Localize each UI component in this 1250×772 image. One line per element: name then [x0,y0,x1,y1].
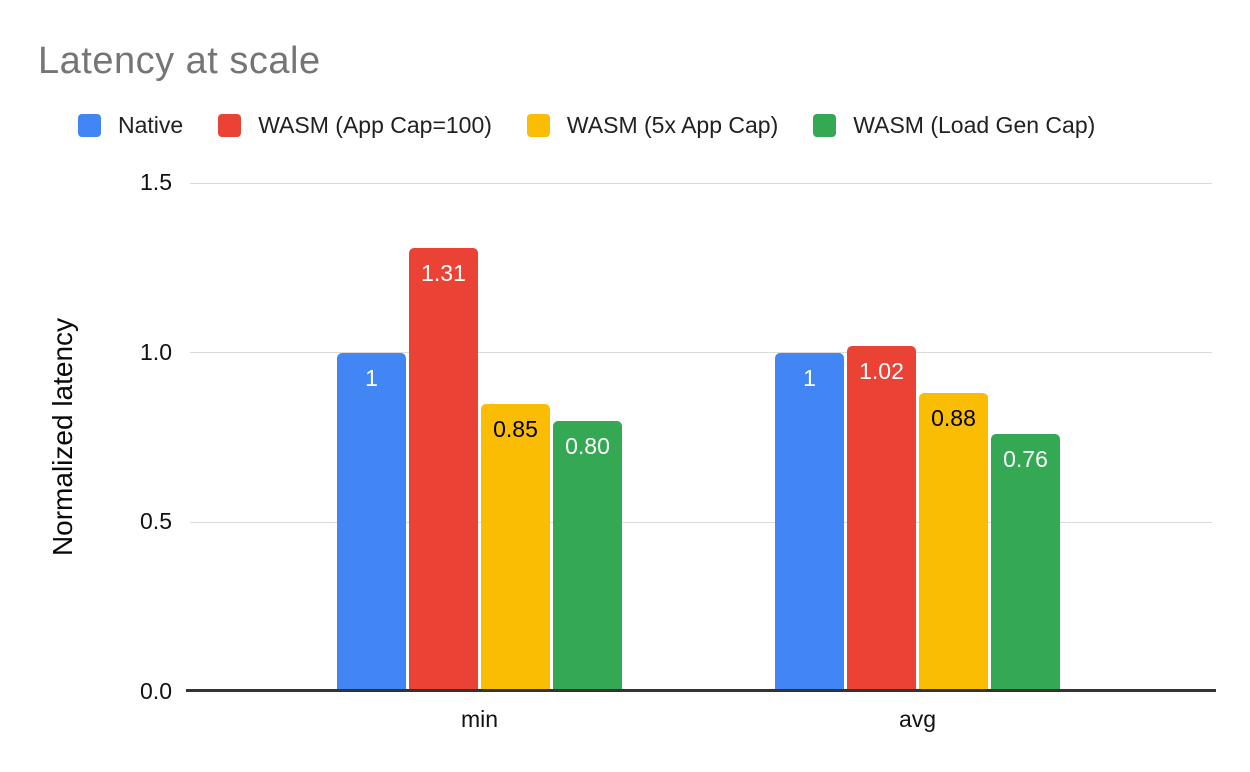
x-axis-line [186,689,1216,692]
legend-item-wasm-5x-app-cap: WASM (5x App Cap) [526,112,779,139]
bar-group-avg: 1 1.02 0.88 0.76 [775,345,1060,692]
bar-value-label-native-avg: 1 [803,364,816,391]
bar-native-min: 1 [337,352,406,692]
bar-value-label-wasm-app-cap-100-min: 1.31 [421,259,466,286]
y-tick-label-0.0: 0.0 [140,678,172,704]
legend-item-native: Native [78,112,183,139]
legend-label-wasm-app-cap-100: WASM (App Cap=100) [258,112,492,138]
legend-label-wasm-5x-app-cap: WASM (5x App Cap) [566,112,779,138]
legend-label-wasm-load-gen-cap: WASM (Load Gen Cap) [853,112,1096,138]
bar-value-label-wasm-load-gen-cap-min: 0.80 [565,432,610,459]
bar-value-label-wasm-5x-app-cap-avg: 0.88 [931,405,976,432]
legend-swatch-wasm-app-cap-100 [218,114,242,137]
legend-swatch-wasm-5x-app-cap [526,114,550,137]
bar-value-label-wasm-load-gen-cap-avg: 0.76 [1003,446,1048,473]
x-category-label-avg: avg [898,706,937,732]
bar-wasm-load-gen-cap-avg: 0.76 [991,434,1060,692]
gridline-1.5 [190,182,1212,184]
chart-title: Latency at scale [38,40,321,82]
y-tick-label-1.0: 1.0 [140,338,172,365]
legend-label-native: Native [118,112,184,138]
bar-value-label-native-min: 1 [365,364,378,391]
bar-value-label-wasm-5x-app-cap-min: 0.85 [493,415,538,442]
bar-group-min: 1 1.31 0.85 0.80 [337,247,622,692]
legend-item-wasm-load-gen-cap: WASM (Load Gen Cap) [813,112,1095,139]
bar-wasm-app-cap-100-avg: 1.02 [847,345,916,692]
legend-item-wasm-app-cap-100: WASM (App Cap=100) [218,112,492,139]
bar-value-label-wasm-app-cap-100-avg: 1.02 [859,357,904,384]
legend: Native WASM (App Cap=100) WASM (5x App C… [78,112,1095,139]
bar-native-avg: 1 [775,352,844,692]
bar-wasm-load-gen-cap-min: 0.80 [553,420,622,692]
bar-wasm-5x-app-cap-avg: 0.88 [919,393,988,692]
x-category-label-min: min [460,706,499,732]
bar-wasm-app-cap-100-min: 1.31 [409,247,478,692]
bar-wasm-5x-app-cap-min: 0.85 [481,403,550,692]
legend-swatch-wasm-load-gen-cap [813,114,837,137]
gridline-0.5 [190,521,1212,523]
gridline-1.0 [190,352,1212,354]
plot-area: 0.0 0.5 1.0 1.5 1 1.31 0.85 0.80 min 1 1.02 0.88 0.7… [140,169,1216,732]
y-axis-title: Normalized latency [47,317,78,557]
legend-swatch-native [78,114,101,137]
y-tick-label-1.5: 1.5 [140,169,172,195]
y-tick-label-0.5: 0.5 [140,508,172,535]
